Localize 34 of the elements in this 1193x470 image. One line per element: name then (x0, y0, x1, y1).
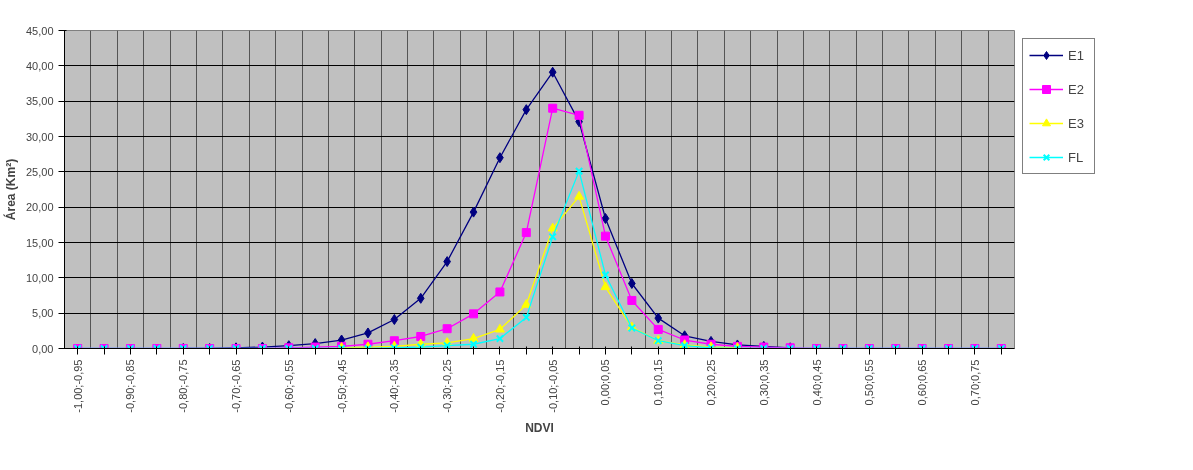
x-tick-label: -0,60;-0,55 (282, 359, 295, 413)
x-axis-title: NDVI (525, 420, 554, 435)
x-tick-label: 0,70;0,75 (968, 359, 981, 406)
y-tick-label: 30,00 (25, 130, 54, 143)
x-tick-label: 0,60;0,65 (916, 359, 929, 406)
y-tick-label: 20,00 (25, 201, 54, 214)
x-tick-label: 0,00;0,05 (599, 359, 612, 406)
y-tick-label: 25,00 (25, 165, 54, 178)
y-tick-label: 0,00 (32, 342, 54, 355)
x-tick-label: -0,20;-0,15 (493, 359, 506, 413)
x-tick-label: -1,00;-0,95 (71, 359, 84, 413)
x-tick-label: 0,20;0,25 (705, 359, 718, 406)
y-tick-label: 5,00 (32, 307, 54, 320)
legend-label: E2 (1068, 81, 1085, 97)
x-tick-label: -0,40;-0,35 (388, 359, 401, 413)
y-tick-label: 15,00 (25, 236, 54, 249)
x-tick-label: 0,40;0,45 (810, 359, 823, 406)
legend-label: E3 (1068, 115, 1085, 131)
y-tick-label: 10,00 (25, 271, 54, 284)
x-tick-label: -0,70;-0,65 (230, 359, 243, 413)
x-tick-label: 0,50;0,55 (863, 359, 876, 406)
x-tick-label: -0,90;-0,85 (124, 359, 137, 413)
y-tick-label: 35,00 (25, 95, 54, 108)
x-tick-label: -0,50;-0,45 (335, 359, 348, 413)
x-tick-label: 0,10;0,15 (652, 359, 665, 406)
x-tick-label: 0,30;0,35 (757, 359, 770, 406)
legend-label: FL (1068, 149, 1085, 165)
y-axis-title: Área (Km²) (2, 158, 18, 221)
y-tick-label: 45,00 (25, 24, 54, 37)
x-tick-label: -0,10;-0,05 (546, 359, 559, 413)
x-tick-label: -0,30;-0,25 (441, 359, 454, 413)
legend-label: E1 (1068, 47, 1085, 63)
x-tick-label: -0,80;-0,75 (177, 359, 190, 413)
y-tick-label: 40,00 (25, 59, 54, 72)
